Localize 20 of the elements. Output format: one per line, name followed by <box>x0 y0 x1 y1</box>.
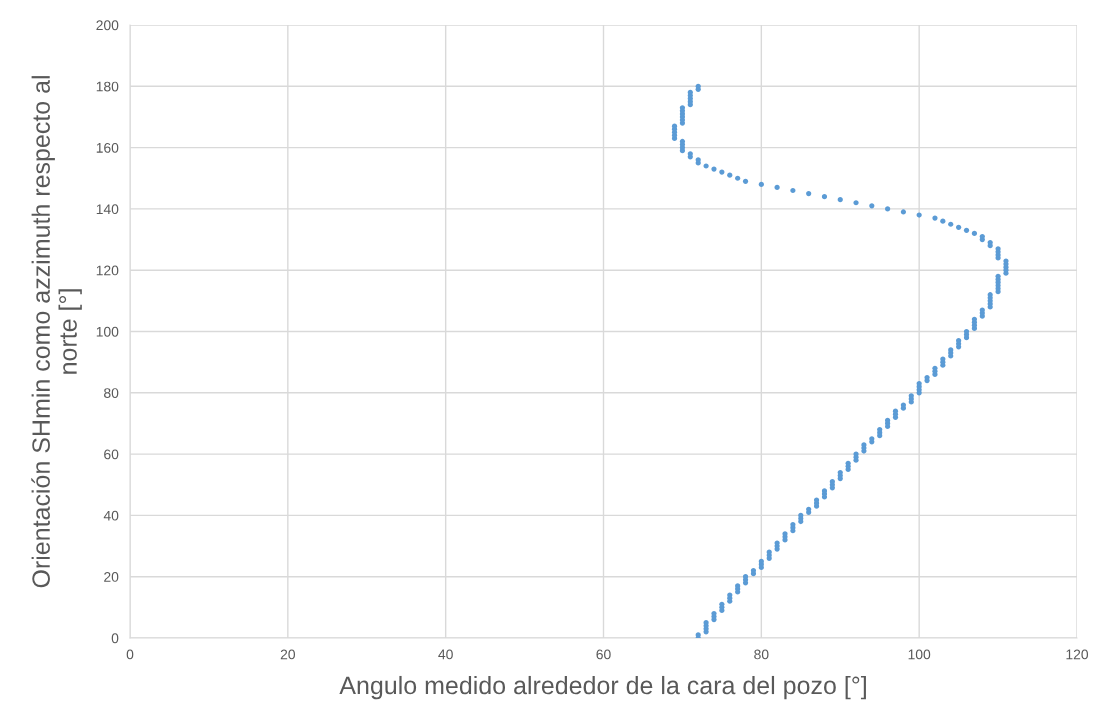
x-tick-label: 80 <box>754 649 769 660</box>
x-axis-title: Angulo medido alrededor de la cara del pozo [°] <box>339 675 866 700</box>
x-tick-label: 100 <box>908 649 931 660</box>
x-tick-label: 120 <box>1066 649 1089 660</box>
x-tick-label: 20 <box>280 649 296 660</box>
x-tick-label: 0 <box>126 649 134 660</box>
y-tick-label: 80 <box>104 388 119 398</box>
y-axis-title: Orientación SHmin como azzimuth respecto al norte [°] <box>31 76 82 588</box>
y-tick-label: 160 <box>96 142 119 153</box>
y-tick-label: 200 <box>96 20 119 31</box>
y-tick-label: 100 <box>96 326 119 337</box>
x-tick-label: 60 <box>596 649 611 660</box>
x-tick-label: 40 <box>438 649 453 660</box>
y-tick-label: 60 <box>104 449 119 460</box>
y-tick-label: 20 <box>104 572 119 582</box>
y-tick-label: 40 <box>103 510 119 521</box>
y-tick-label: 120 <box>96 265 119 276</box>
y-tick-label: 0 <box>111 633 119 644</box>
y-tick-label: 140 <box>96 204 119 215</box>
y-tick-label: 180 <box>96 81 119 92</box>
